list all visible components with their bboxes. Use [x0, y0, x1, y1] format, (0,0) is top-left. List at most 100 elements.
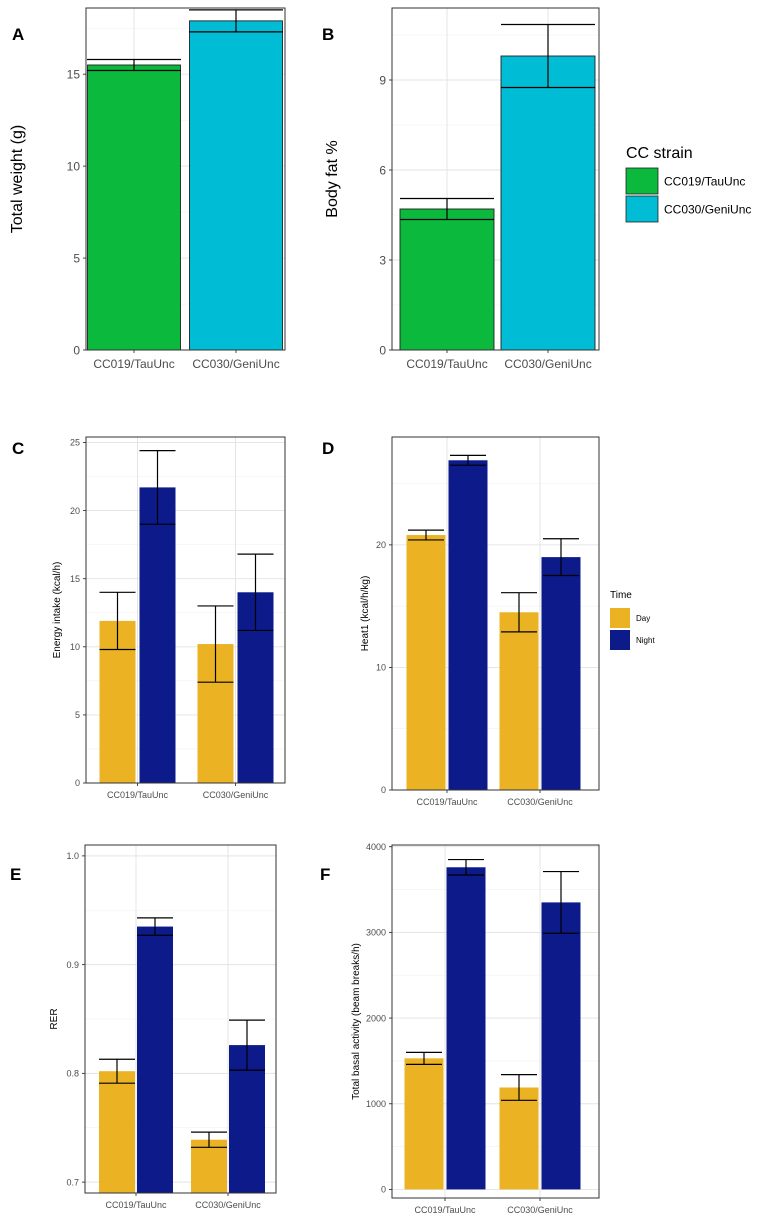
legend-d: Time Day Night — [610, 590, 655, 650]
bar-day-cc030-geniunc-error-bar — [501, 592, 537, 633]
bar-night-cc019-tauunc — [137, 926, 173, 1193]
legend-label: CC019/TauUnc — [664, 174, 745, 188]
x-tick-label: CC019/TauUnc — [414, 1205, 476, 1215]
bar-day-cc019-tauunc-error-bar — [406, 1051, 442, 1065]
y-tick-label: 0 — [73, 343, 80, 357]
y-tick-label: 20 — [376, 540, 386, 550]
legend-b: CC strain CC019/TauUnc CC030/GeniUnc — [625, 145, 751, 223]
chart-panel-b: 0 3 6 9 CC019/TauUnc CC030/GeniUnc Body fat % B — [322, 7, 600, 371]
bar-day-cc019-tauunc-error-bar — [99, 591, 136, 651]
y-tick-label: 5 — [73, 251, 80, 265]
panel-letter-d: D — [322, 439, 334, 458]
bar-night-cc019-tauunc — [448, 460, 488, 790]
x-tick-label: CC030/GeniUnc — [192, 357, 279, 371]
x-tick-label: CC019/TauUnc — [416, 797, 478, 807]
bar-day-cc019-tauunc — [404, 1058, 444, 1190]
panel-letter-e: E — [10, 865, 21, 884]
legend-label: Day — [636, 614, 650, 623]
y-axis-title: Body fat % — [324, 140, 341, 217]
bar-day-cc019-tauunc — [406, 535, 446, 790]
x-tick-label: CC019/TauUnc — [93, 357, 174, 371]
y-tick-label: 15 — [70, 574, 80, 584]
bar-night-cc030-geniunc-error-bar — [237, 553, 274, 632]
bar-night-cc019-tauunc-error-bar — [137, 917, 173, 936]
x-tick-label: CC030/GeniUnc — [203, 790, 269, 800]
y-tick-label: 2000 — [366, 1013, 386, 1023]
y-tick-label: 6 — [379, 163, 386, 177]
bar-day-cc019-tauunc — [99, 1071, 135, 1193]
panel-letter-c: C — [12, 439, 24, 458]
bar-day-cc030-geniunc-error-bar — [197, 605, 234, 683]
bar-night-cc019-tauunc — [139, 487, 176, 783]
bar-day-cc019-tauunc-error-bar — [99, 1058, 135, 1084]
bar-cc019-tauunc — [87, 64, 181, 351]
panel-letter-a: A — [12, 25, 24, 44]
bar-night-cc019-tauunc-error-bar — [450, 454, 486, 466]
bar-cc030-geniunc — [189, 20, 283, 351]
legend-title: Time — [610, 590, 632, 601]
bar-day-cc030-geniunc-error-bar — [191, 1131, 227, 1148]
x-tick-label: CC030/GeniUnc — [195, 1200, 261, 1210]
y-tick-label: 20 — [70, 506, 80, 516]
bar-day-cc030-geniunc — [499, 612, 539, 790]
legend-key-day — [610, 608, 630, 628]
y-tick-label: 1.0 — [66, 851, 79, 861]
bar-day-cc030-geniunc-error-bar — [501, 1074, 537, 1101]
legend-key-cc019-tauunc — [625, 167, 659, 195]
panel-letter-b: B — [322, 25, 334, 44]
y-tick-label: 0 — [381, 785, 386, 795]
bar-cc030-geniunc-error-bar — [501, 23, 595, 89]
y-axis-title: Total basal activity (beam breaks/h) — [351, 943, 362, 1100]
bar-cc030-geniunc — [500, 55, 596, 351]
y-tick-label: 15 — [67, 68, 81, 82]
y-tick-label: 0.7 — [66, 1177, 79, 1187]
bar-day-cc030-geniunc — [499, 1087, 539, 1190]
bar-night-cc019-tauunc-error-bar — [139, 450, 176, 525]
y-tick-label: 25 — [70, 438, 80, 448]
legend-label: Night — [636, 636, 655, 645]
y-tick-label: 9 — [379, 73, 386, 87]
bar-night-cc030-geniunc-error-bar — [543, 538, 579, 577]
y-tick-label: 10 — [67, 159, 81, 173]
chart-panel-f: 0 1000 2000 3000 4000 CC019/TauUnc CC030/GeniU… — [320, 842, 600, 1215]
y-tick-label: 5 — [75, 710, 80, 720]
panel-letter-f: F — [320, 865, 330, 884]
chart-panel-c: 0 5 10 15 20 25 CC019/TauUnc CC030/GeniUnc Energ… — [12, 436, 286, 800]
x-tick-label: CC019/TauUnc — [406, 357, 487, 371]
y-tick-label: 3000 — [366, 928, 386, 938]
legend-title: CC strain — [626, 145, 693, 162]
y-tick-label: 3 — [379, 253, 386, 267]
bar-night-cc030-geniunc — [541, 902, 581, 1190]
bar-night-cc030-geniunc-error-bar — [229, 1019, 265, 1071]
bar-cc019-tauunc — [399, 208, 495, 351]
bar-day-cc030-geniunc — [191, 1139, 227, 1193]
y-tick-label: 0.8 — [66, 1069, 79, 1079]
x-tick-label: CC030/GeniUnc — [504, 357, 591, 371]
y-tick-label: 0 — [75, 778, 80, 788]
legend-label: CC030/GeniUnc — [664, 202, 751, 216]
plot-border — [84, 844, 277, 1194]
x-tick-label: CC019/TauUnc — [107, 790, 169, 800]
plot-border — [391, 436, 600, 791]
y-tick-label: 0 — [381, 1185, 386, 1195]
y-axis-title: Total weight (g) — [9, 125, 26, 234]
y-tick-label: 0.9 — [66, 960, 79, 970]
bar-night-cc030-geniunc-error-bar — [543, 870, 579, 934]
bar-night-cc019-tauunc-error-bar — [448, 858, 484, 876]
x-tick-label: CC030/GeniUnc — [507, 1205, 573, 1215]
y-tick-label: 1000 — [366, 1099, 386, 1109]
x-tick-label: CC030/GeniUnc — [507, 797, 573, 807]
bar-cc019-tauunc-error-bar — [400, 197, 494, 221]
legend-key-night — [610, 630, 630, 650]
legend-key-cc030-geniunc — [625, 195, 659, 223]
y-tick-label: 10 — [70, 642, 80, 652]
x-tick-label: CC019/TauUnc — [105, 1200, 167, 1210]
y-axis-title: Energy intake (kcal/h) — [52, 562, 63, 659]
bar-cc019-tauunc-error-bar — [87, 58, 181, 72]
plot-border — [391, 844, 600, 1199]
plot-border — [391, 7, 600, 351]
chart-panel-a: 0 5 10 15 CC019/TauUnc CC030/GeniUnc Total wei… — [9, 7, 286, 371]
plot-border — [85, 436, 286, 784]
y-tick-label: 10 — [376, 663, 386, 673]
